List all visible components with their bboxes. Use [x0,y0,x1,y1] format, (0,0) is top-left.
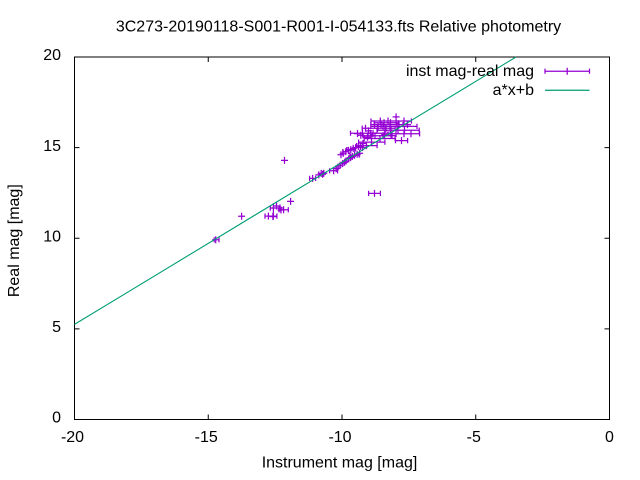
svg-text:5: 5 [52,319,61,336]
svg-text:10: 10 [43,228,61,245]
svg-text:Real mag [mag]: Real mag [mag] [6,184,23,297]
svg-text:15: 15 [43,138,61,155]
svg-text:-20: -20 [61,429,84,446]
svg-text:20: 20 [43,47,61,64]
svg-text:0: 0 [52,410,61,427]
svg-text:a*x+b: a*x+b [493,82,534,99]
svg-text:-10: -10 [328,429,351,446]
svg-text:-5: -5 [467,429,481,446]
svg-text:-15: -15 [195,429,218,446]
svg-text:inst mag-real mag: inst mag-real mag [406,63,534,80]
svg-text:Instrument mag [mag]: Instrument mag [mag] [262,455,418,472]
svg-text:3C273-20190118-S001-R001-I-054: 3C273-20190118-S001-R001-I-054133.fts Re… [116,19,561,36]
svg-text:0: 0 [605,429,614,446]
